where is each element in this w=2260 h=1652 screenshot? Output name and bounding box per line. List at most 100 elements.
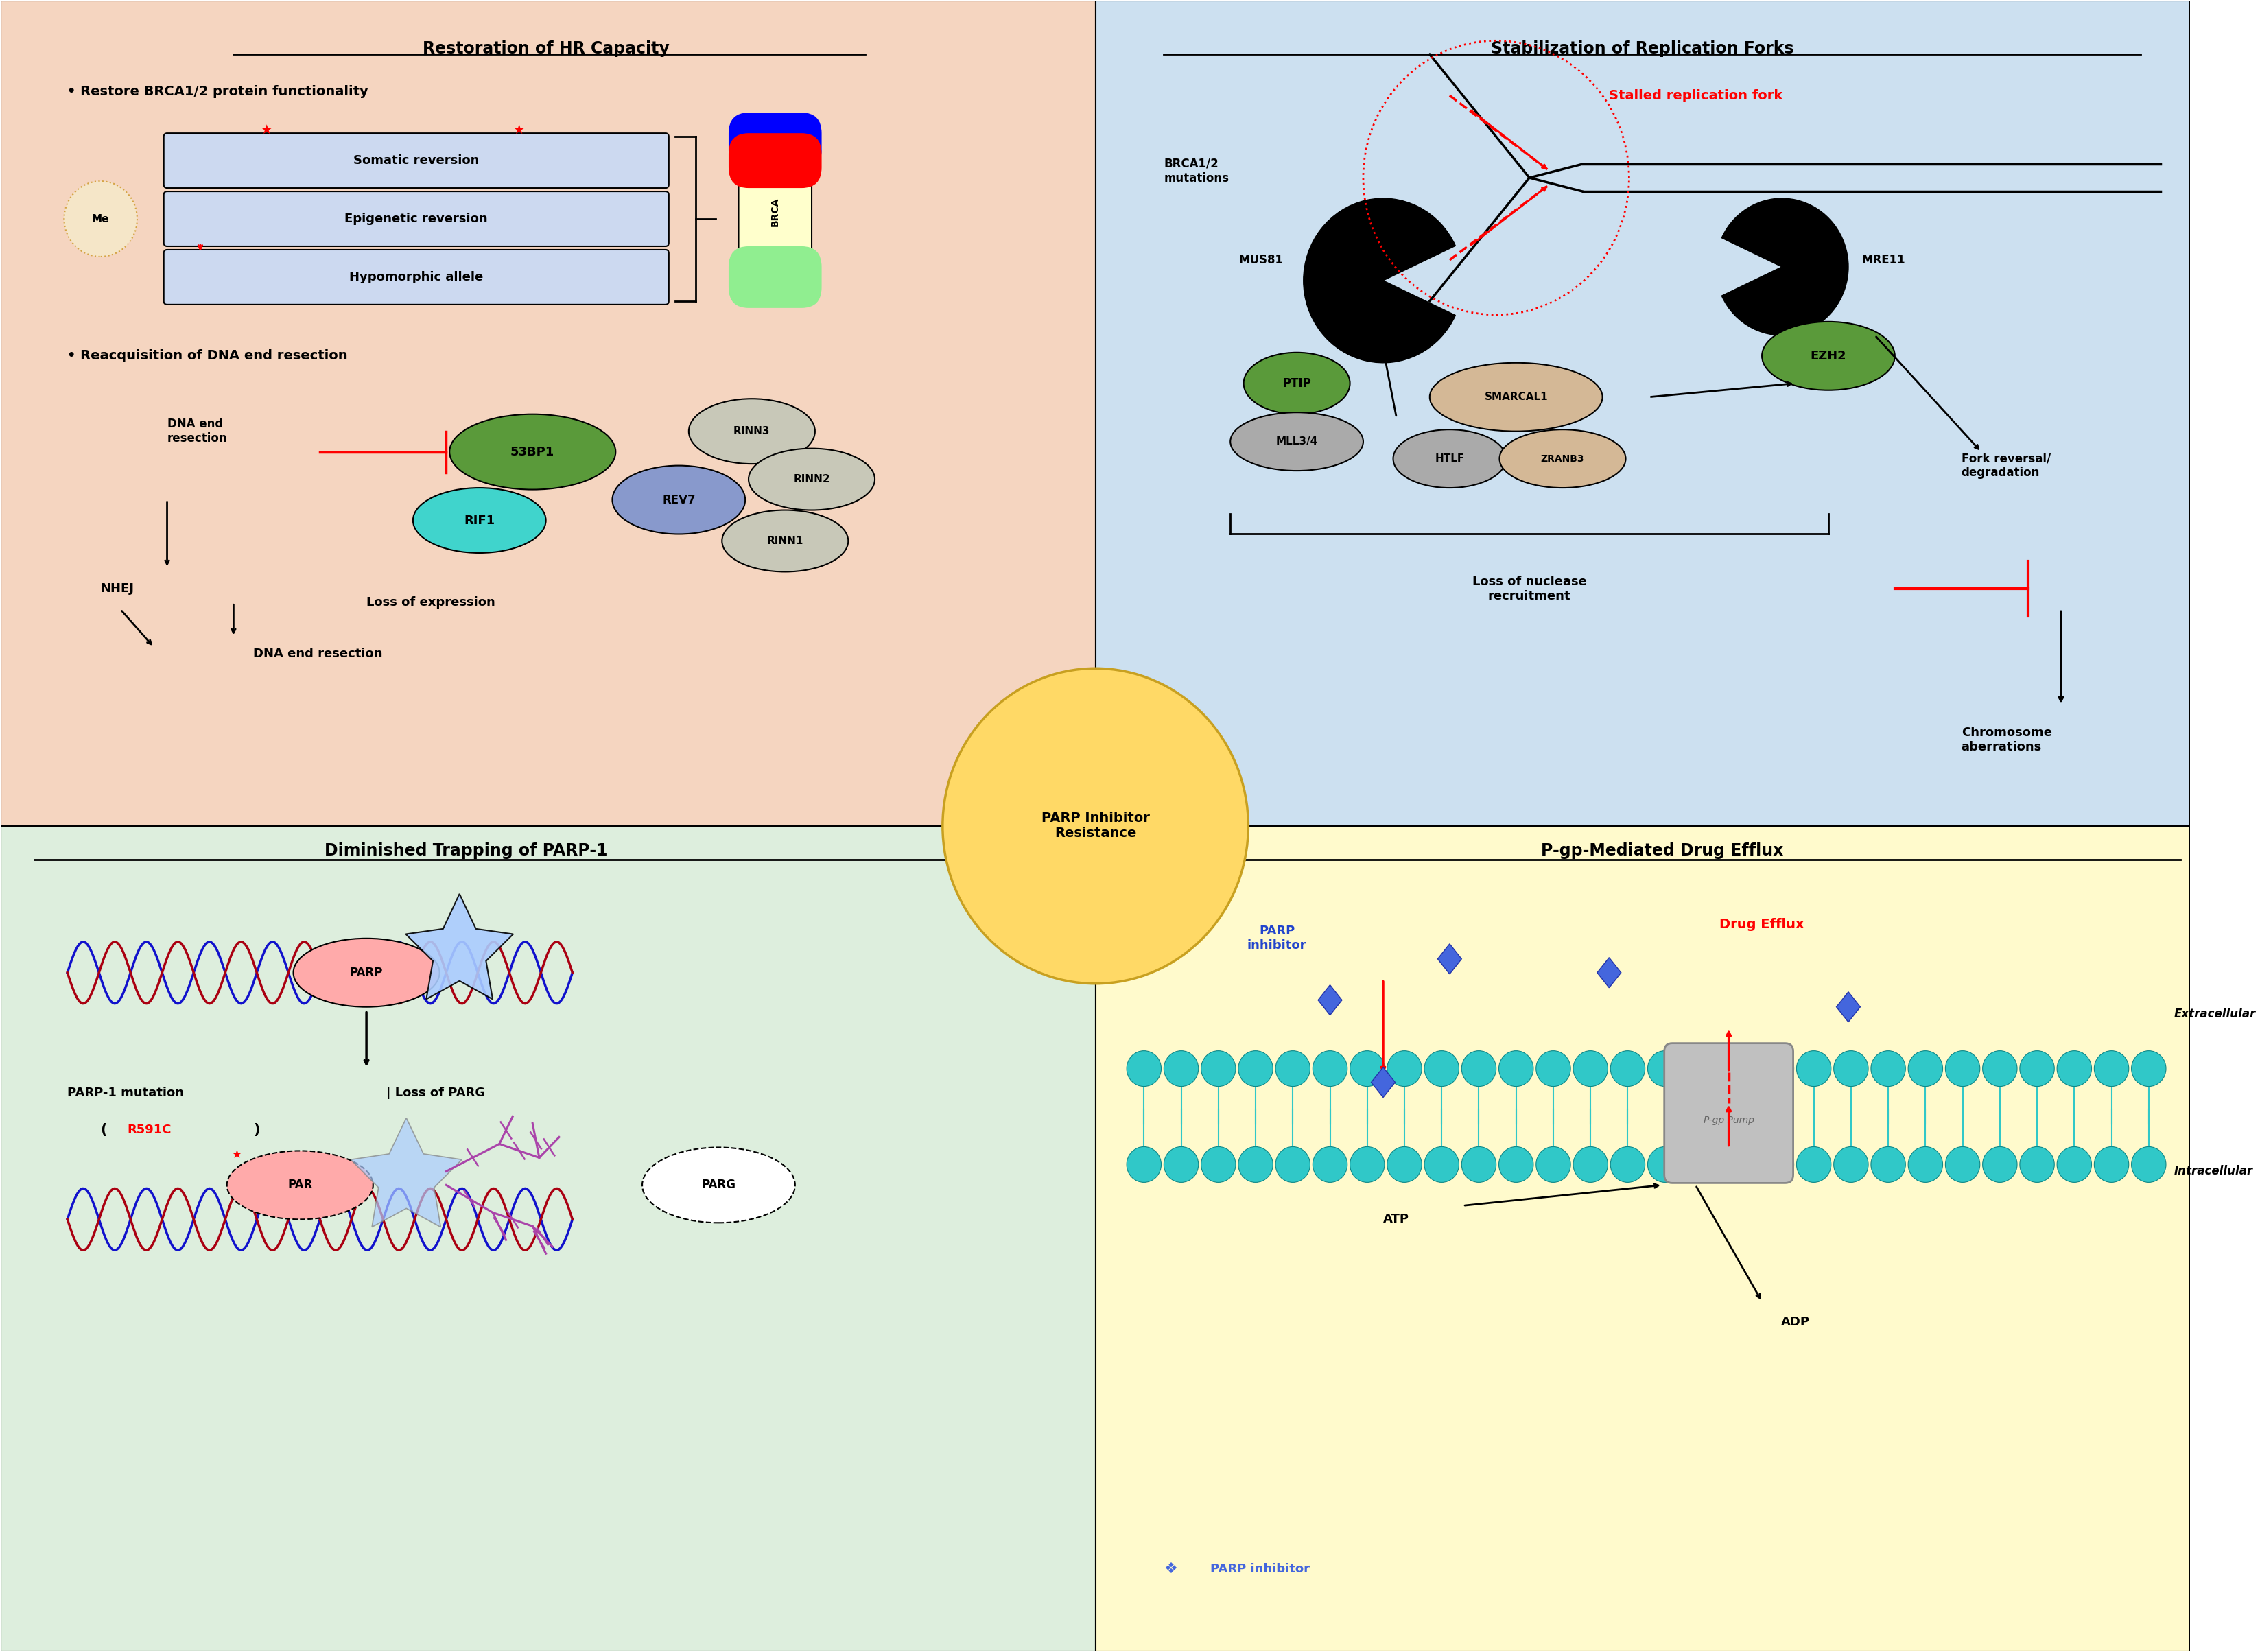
Polygon shape bbox=[1598, 958, 1620, 988]
Circle shape bbox=[1611, 1051, 1645, 1087]
Polygon shape bbox=[407, 894, 513, 999]
Circle shape bbox=[1200, 1051, 1236, 1087]
Text: Epigenetic reversion: Epigenetic reversion bbox=[346, 213, 488, 225]
Polygon shape bbox=[1437, 943, 1462, 975]
Text: Somatic reversion: Somatic reversion bbox=[353, 154, 479, 167]
Circle shape bbox=[2020, 1051, 2054, 1087]
Text: ADP: ADP bbox=[1781, 1317, 1810, 1328]
Text: PARP: PARP bbox=[350, 966, 382, 980]
FancyBboxPatch shape bbox=[1096, 2, 2190, 826]
Circle shape bbox=[1200, 1146, 1236, 1183]
Ellipse shape bbox=[450, 415, 615, 489]
Circle shape bbox=[1648, 1146, 1681, 1183]
Text: BRCA1/2
mutations: BRCA1/2 mutations bbox=[1164, 157, 1229, 185]
FancyBboxPatch shape bbox=[1663, 1042, 1792, 1183]
Circle shape bbox=[1833, 1146, 1869, 1183]
Circle shape bbox=[2095, 1051, 2129, 1087]
Circle shape bbox=[1797, 1146, 1831, 1183]
Text: | Loss of PARG: | Loss of PARG bbox=[386, 1087, 486, 1099]
Circle shape bbox=[1164, 1051, 1198, 1087]
Text: ): ) bbox=[253, 1123, 260, 1137]
Circle shape bbox=[1833, 1051, 1869, 1087]
Text: PTIP: PTIP bbox=[1281, 377, 1311, 390]
Text: PARP
inhibitor: PARP inhibitor bbox=[1248, 925, 1306, 952]
Circle shape bbox=[1238, 1146, 1272, 1183]
FancyBboxPatch shape bbox=[0, 826, 1096, 1650]
Circle shape bbox=[1946, 1051, 1980, 1087]
Circle shape bbox=[2020, 1146, 2054, 1183]
Circle shape bbox=[63, 182, 138, 256]
FancyBboxPatch shape bbox=[163, 249, 669, 304]
Text: MLL3/4: MLL3/4 bbox=[1275, 436, 1318, 446]
Text: Me: Me bbox=[93, 213, 108, 225]
Circle shape bbox=[1349, 1146, 1385, 1183]
Text: ATP: ATP bbox=[1383, 1213, 1410, 1226]
Circle shape bbox=[1573, 1051, 1607, 1087]
Circle shape bbox=[1871, 1146, 1905, 1183]
Text: RIF1: RIF1 bbox=[463, 514, 495, 527]
Circle shape bbox=[1349, 1051, 1385, 1087]
Circle shape bbox=[1498, 1146, 1532, 1183]
Text: Hypomorphic allele: Hypomorphic allele bbox=[350, 271, 484, 282]
Circle shape bbox=[1686, 1051, 1720, 1087]
Circle shape bbox=[1982, 1146, 2018, 1183]
Circle shape bbox=[2057, 1051, 2090, 1087]
Ellipse shape bbox=[612, 466, 746, 534]
Text: Loss of nuclease
recruitment: Loss of nuclease recruitment bbox=[1471, 575, 1587, 603]
Ellipse shape bbox=[1498, 430, 1625, 487]
Text: RINN1: RINN1 bbox=[766, 535, 802, 547]
Text: ★: ★ bbox=[260, 124, 273, 137]
FancyBboxPatch shape bbox=[728, 134, 823, 188]
Circle shape bbox=[1238, 1051, 1272, 1087]
Circle shape bbox=[1388, 1051, 1422, 1087]
Polygon shape bbox=[1318, 985, 1342, 1014]
Text: Fork reversal/
degradation: Fork reversal/ degradation bbox=[1962, 453, 2050, 479]
Text: DNA end resection: DNA end resection bbox=[253, 648, 382, 661]
Text: MUS81: MUS81 bbox=[1238, 254, 1284, 266]
FancyBboxPatch shape bbox=[728, 112, 823, 170]
Circle shape bbox=[1907, 1051, 1944, 1087]
Circle shape bbox=[942, 669, 1248, 983]
Text: (: ( bbox=[102, 1123, 106, 1137]
Text: ★: ★ bbox=[233, 1148, 242, 1160]
Circle shape bbox=[1573, 1146, 1607, 1183]
Text: HTLF: HTLF bbox=[1435, 454, 1464, 464]
Ellipse shape bbox=[226, 1151, 373, 1219]
Text: PARP Inhibitor
Resistance: PARP Inhibitor Resistance bbox=[1042, 811, 1150, 841]
Circle shape bbox=[1946, 1146, 1980, 1183]
Text: ★: ★ bbox=[513, 124, 524, 137]
Text: Drug Efflux: Drug Efflux bbox=[1720, 919, 1803, 932]
Text: PARG: PARG bbox=[701, 1180, 737, 1191]
Circle shape bbox=[1797, 1051, 1831, 1087]
FancyBboxPatch shape bbox=[0, 2, 1096, 826]
Ellipse shape bbox=[294, 938, 438, 1008]
Text: Stalled replication fork: Stalled replication fork bbox=[1609, 89, 1783, 102]
FancyBboxPatch shape bbox=[163, 134, 669, 188]
Text: PARP inhibitor: PARP inhibitor bbox=[1211, 1563, 1311, 1574]
FancyBboxPatch shape bbox=[1096, 826, 2190, 1650]
Circle shape bbox=[1758, 1051, 1794, 1087]
Circle shape bbox=[2057, 1146, 2090, 1183]
Text: 53BP1: 53BP1 bbox=[511, 446, 554, 458]
Ellipse shape bbox=[642, 1148, 796, 1222]
Text: ❖: ❖ bbox=[1164, 1561, 1177, 1576]
Text: Loss of expression: Loss of expression bbox=[366, 596, 495, 610]
Circle shape bbox=[1648, 1051, 1681, 1087]
Circle shape bbox=[1907, 1146, 1944, 1183]
Circle shape bbox=[1498, 1051, 1532, 1087]
Circle shape bbox=[1424, 1051, 1460, 1087]
Circle shape bbox=[1611, 1146, 1645, 1183]
Text: Stabilization of Replication Forks: Stabilization of Replication Forks bbox=[1492, 41, 1794, 58]
Text: MRE11: MRE11 bbox=[1862, 254, 1905, 266]
Circle shape bbox=[1462, 1051, 1496, 1087]
Circle shape bbox=[1982, 1051, 2018, 1087]
Ellipse shape bbox=[1243, 352, 1349, 415]
Circle shape bbox=[1313, 1051, 1347, 1087]
Circle shape bbox=[2131, 1051, 2165, 1087]
Circle shape bbox=[1128, 1051, 1162, 1087]
Circle shape bbox=[1686, 1146, 1720, 1183]
Text: RINN3: RINN3 bbox=[734, 426, 771, 436]
Circle shape bbox=[1164, 1146, 1198, 1183]
Ellipse shape bbox=[689, 398, 816, 464]
Circle shape bbox=[2095, 1146, 2129, 1183]
